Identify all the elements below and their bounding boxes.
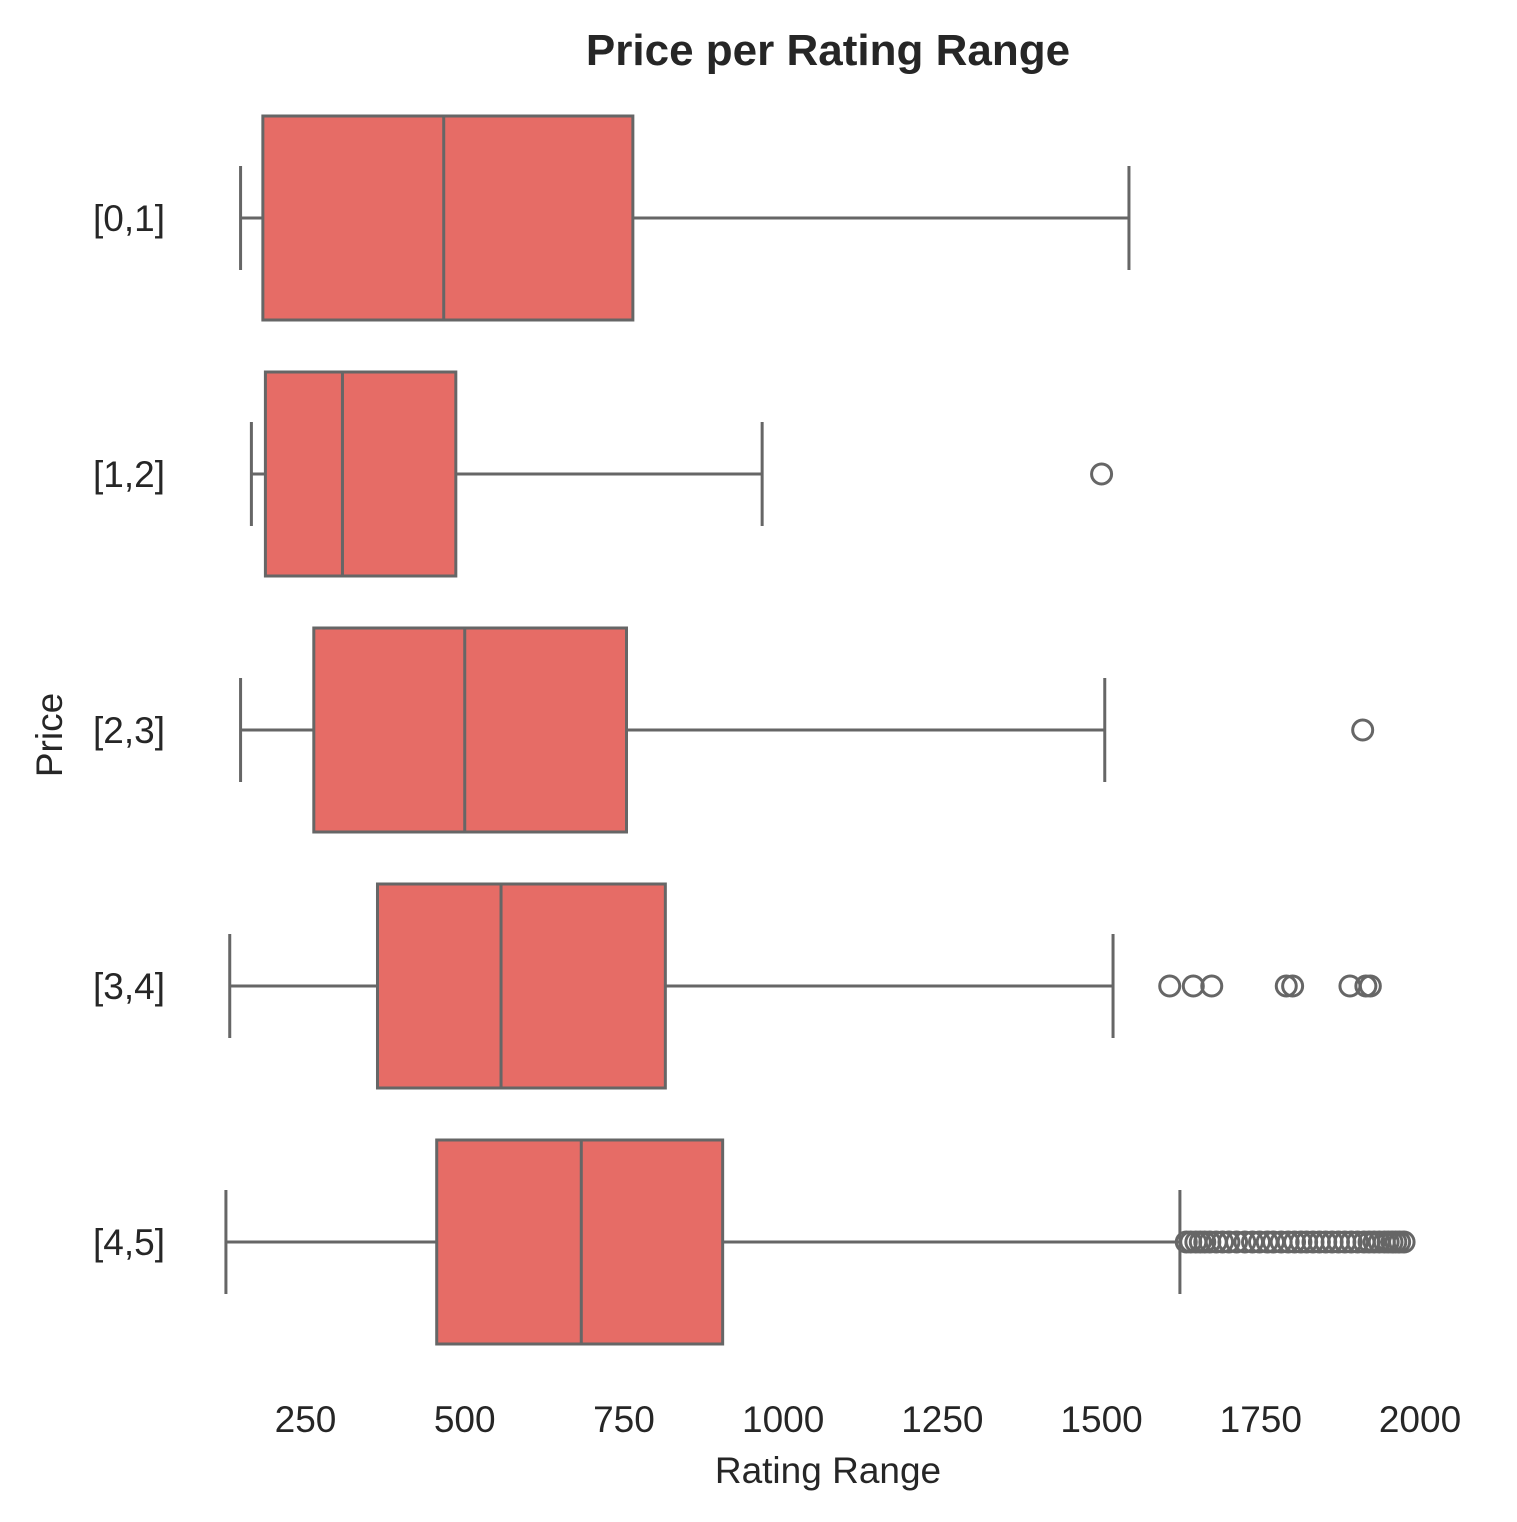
x-tick-label: 1500 bbox=[1060, 1399, 1142, 1440]
y-tick-label: [0,1] bbox=[93, 198, 165, 239]
box-plot-area bbox=[224, 114, 1416, 1346]
box-group bbox=[239, 114, 1131, 322]
x-tick-label: 500 bbox=[434, 1399, 496, 1440]
box-group bbox=[249, 370, 1114, 578]
chart-title: Price per Rating Range bbox=[586, 26, 1070, 75]
outlier-point bbox=[1248, 1230, 1272, 1254]
outlier-point bbox=[1158, 974, 1182, 998]
box-group bbox=[228, 882, 1382, 1090]
x-tick-label: 250 bbox=[275, 1399, 337, 1440]
y-tick-label: [1,2] bbox=[93, 454, 165, 495]
outlier-point bbox=[1274, 974, 1298, 998]
box-iqr bbox=[312, 626, 628, 834]
box-iqr bbox=[375, 882, 667, 1090]
outlier-point bbox=[1339, 1230, 1363, 1254]
box-group bbox=[239, 626, 1375, 834]
y-tick-label: [4,5] bbox=[93, 1222, 165, 1263]
x-tick-label: 750 bbox=[593, 1399, 655, 1440]
outlier-point bbox=[1090, 462, 1114, 486]
outlier-point bbox=[1358, 974, 1382, 998]
outlier-point bbox=[1346, 1230, 1370, 1254]
outlier-point bbox=[1200, 974, 1224, 998]
outlier-point bbox=[1283, 1230, 1307, 1254]
x-tick-labels: 250 500 750 1000 1250 1500 1750 2000 bbox=[275, 1399, 1461, 1440]
y-tick-labels: [0,1] [1,2] [2,3] [3,4] [4,5] bbox=[93, 198, 165, 1263]
y-tick-label: [2,3] bbox=[93, 710, 165, 751]
y-axis-label: Price bbox=[29, 693, 70, 777]
x-tick-label: 2000 bbox=[1379, 1399, 1461, 1440]
box-iqr bbox=[261, 114, 635, 322]
box-iqr bbox=[263, 370, 458, 578]
outlier-point bbox=[1211, 1230, 1235, 1254]
outlier-point bbox=[1225, 1230, 1249, 1254]
x-tick-label: 1750 bbox=[1220, 1399, 1302, 1440]
box-iqr bbox=[435, 1138, 725, 1346]
y-tick-label: [3,4] bbox=[93, 966, 165, 1007]
box-group bbox=[224, 1138, 1416, 1346]
x-tick-label: 1250 bbox=[901, 1399, 983, 1440]
outlier-point bbox=[1233, 1230, 1257, 1254]
outlier-point bbox=[1181, 974, 1205, 998]
outlier-point bbox=[1276, 1230, 1300, 1254]
outlier-point bbox=[1351, 718, 1375, 742]
outlier-point bbox=[1217, 1230, 1241, 1254]
x-axis-label: Rating Range bbox=[715, 1450, 941, 1491]
outlier-point bbox=[1289, 1230, 1313, 1254]
outlier-point bbox=[1281, 974, 1305, 998]
x-tick-label: 1000 bbox=[742, 1399, 824, 1440]
outlier-point bbox=[1392, 1230, 1416, 1254]
